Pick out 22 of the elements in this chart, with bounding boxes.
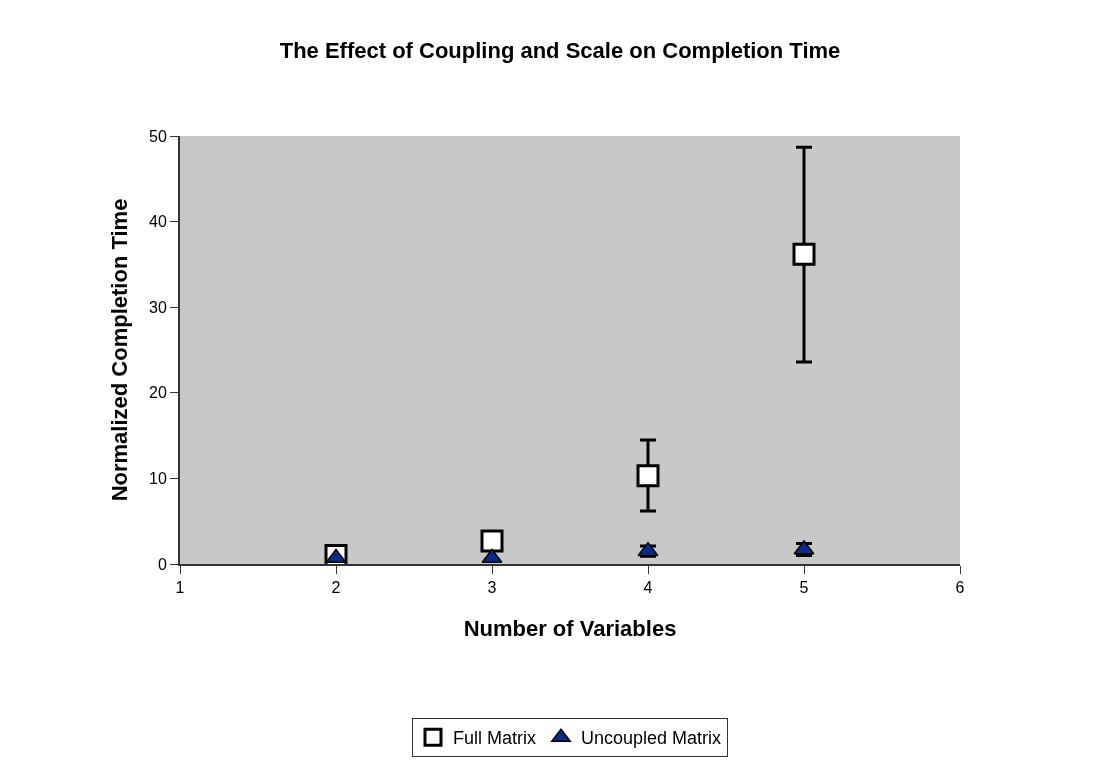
x-axis-title: Number of Variables [463,615,677,641]
x-tick-label: 4 [643,579,653,597]
y-axis-title: Normalized Completion Time [107,198,133,502]
legend-label: Uncoupled Matrix [581,728,722,749]
point [481,548,503,564]
x-tick-label: 3 [487,579,497,597]
point [636,464,660,488]
y-tick-label: 40 [149,213,167,231]
x-tick-label: 5 [799,579,809,597]
point [792,242,816,266]
chart-title: The Effect of Coupling and Scale on Completion Time [279,37,841,63]
x-tick-label: 1 [175,579,185,597]
y-tick-label: 50 [149,127,167,145]
x-tick-label: 2 [331,579,341,597]
y-tick-label: 0 [157,555,167,573]
x-tick-label: 6 [955,579,965,597]
y-tick-label: 20 [149,384,167,402]
legend-label: Full Matrix [453,728,537,749]
y-tick-label: 30 [149,298,167,316]
point [480,529,504,553]
point [325,548,347,564]
y-tick-label: 10 [149,470,167,487]
